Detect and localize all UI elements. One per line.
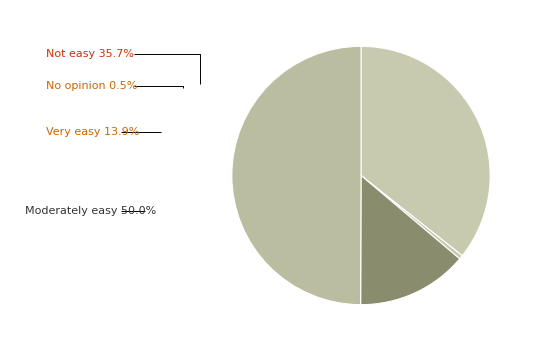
Text: Moderately easy 50.0%: Moderately easy 50.0% xyxy=(25,206,156,216)
Wedge shape xyxy=(232,46,361,305)
Text: No opinion 0.5%: No opinion 0.5% xyxy=(46,81,138,91)
Wedge shape xyxy=(360,176,459,305)
Text: Not easy 35.7%: Not easy 35.7% xyxy=(46,49,135,59)
Text: Very easy 13.9%: Very easy 13.9% xyxy=(46,127,140,137)
Wedge shape xyxy=(361,176,462,259)
Wedge shape xyxy=(361,46,490,256)
